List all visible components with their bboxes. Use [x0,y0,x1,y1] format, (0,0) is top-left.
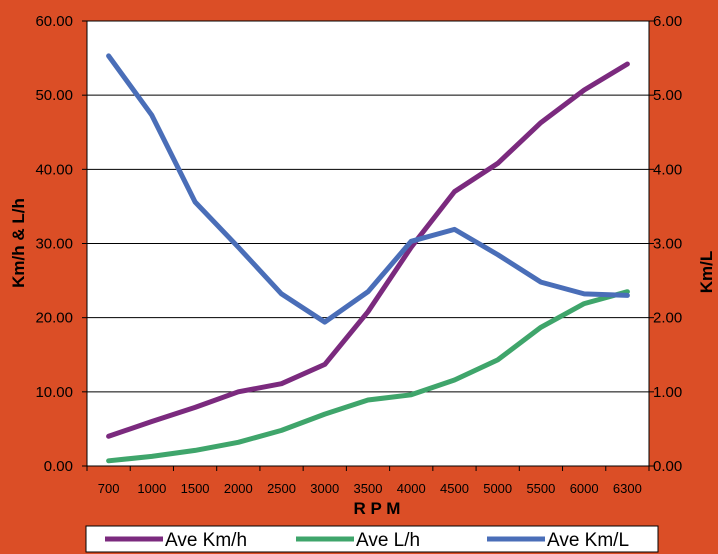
x-tick-label: 2000 [224,481,253,496]
right-y-tick-label: 5.00 [653,87,682,104]
left-y-tick-label: 40.00 [35,161,73,178]
x-tick-label: 5000 [483,481,512,496]
left-y-tick-label: 0.00 [44,458,73,475]
right-y-tick-label: 0.00 [653,458,682,475]
left-y-ticks: 0.00 10.00 20.00 30.00 40.00 50.00 60.00 [35,13,87,475]
series-line-ave-km-h [106,61,630,439]
right-y-tick-label: 3.00 [653,236,682,253]
x-tick-label: 4000 [397,481,426,496]
right-y-tick-label: 1.00 [653,384,682,401]
right-y-tick-label: 6.00 [653,13,682,30]
series-line-ave-km-l [106,53,630,325]
left-y-axis-title: Km/h & L/h [9,198,28,288]
x-axis-title: R P M [354,499,401,518]
legend-label: Ave Km/L [547,530,629,551]
legend-label: Ave Km/h [165,530,247,551]
right-y-tick-label: 4.00 [653,161,682,178]
x-tick-label: 1000 [137,481,166,496]
left-y-tick-label: 20.00 [35,310,73,327]
x-tick-label: 3000 [310,481,339,496]
legend: Ave Km/h Ave L/h Ave Km/L [85,525,659,553]
x-tick-label: 6300 [613,481,642,496]
x-tick-label: 4500 [440,481,469,496]
x-tick-label: 6000 [570,481,599,496]
series-lines [106,53,630,464]
left-y-tick-label: 50.00 [35,87,73,104]
x-tick-label: 3500 [354,481,383,496]
x-tick-label: 2500 [267,481,296,496]
x-tick-label: 5500 [526,481,555,496]
left-y-tick-label: 10.00 [35,384,73,401]
left-y-tick-label: 60.00 [35,13,73,30]
x-tick-label: 1500 [181,481,210,496]
x-tick-label: 700 [98,481,120,496]
right-y-ticks: 0.00 1.00 2.00 3.00 4.00 5.00 6.00 [649,13,682,475]
left-y-tick-label: 30.00 [35,236,73,253]
x-ticks: 700 1000 1500 2000 2500 3000 3500 4000 4500 5000 5… [86,466,650,496]
right-y-tick-label: 2.00 [653,310,682,327]
series-line-ave-l-h [106,289,630,464]
legend-label: Ave L/h [356,530,420,551]
legend-box [85,525,659,553]
right-y-axis-title: Km/L [697,251,716,294]
